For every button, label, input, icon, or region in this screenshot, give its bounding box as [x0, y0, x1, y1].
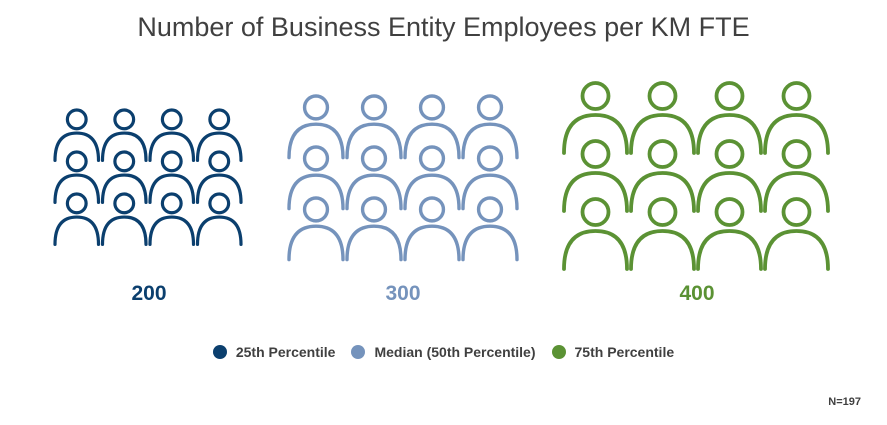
- person-icon: [195, 150, 243, 204]
- icon-group-0: [53, 108, 243, 246]
- chart-title: Number of Business Entity Employees per …: [137, 12, 750, 42]
- person-icon: [763, 197, 830, 271]
- person-icon: [287, 196, 345, 262]
- person-icon: [403, 196, 461, 262]
- person-icon: [696, 81, 763, 155]
- person-icon: [629, 81, 696, 155]
- legend-item-25th: 25th Percentile: [212, 344, 336, 360]
- person-icon: [148, 150, 196, 204]
- person-icon: [100, 108, 148, 162]
- legend-item-median: Median (50th Percentile): [351, 344, 536, 360]
- person-icon: [562, 139, 629, 213]
- person-icon: [562, 197, 629, 271]
- person-icon: [148, 192, 196, 246]
- value-label-25th: 200: [131, 282, 167, 305]
- legend-label-25th: 25th Percentile: [235, 344, 336, 360]
- person-icon: [562, 81, 629, 155]
- person-icon: [148, 108, 196, 162]
- person-icon: [345, 196, 403, 262]
- icon-group-2: [562, 81, 830, 271]
- person-icon: [403, 94, 461, 160]
- person-icon: [100, 150, 148, 204]
- person-icon: [696, 197, 763, 271]
- person-icon: [345, 94, 403, 160]
- person-icon: [100, 192, 148, 246]
- legend-dot-25th: [212, 345, 227, 359]
- value-label-median: 300: [385, 282, 421, 305]
- legend-label-75th: 75th Percentile: [574, 344, 675, 360]
- person-icon: [629, 197, 696, 271]
- person-icon: [287, 145, 345, 211]
- legend-dot-median: [351, 345, 366, 359]
- person-icon: [763, 139, 830, 213]
- person-icon: [461, 94, 519, 160]
- legend-item-75th: 75th Percentile: [551, 344, 675, 360]
- person-icon: [461, 145, 519, 211]
- person-icon: [195, 108, 243, 162]
- person-icon: [629, 139, 696, 213]
- person-icon: [287, 94, 345, 160]
- person-icon: [345, 145, 403, 211]
- legend-dot-75th: [551, 345, 566, 359]
- person-icon: [53, 150, 101, 204]
- person-icon: [195, 192, 243, 246]
- value-label-75th: 400: [679, 282, 715, 305]
- person-icon: [403, 145, 461, 211]
- person-icon: [53, 192, 101, 246]
- legend: 25th Percentile Median (50th Percentile)…: [0, 344, 887, 360]
- person-icon: [696, 139, 763, 213]
- sample-size-note: N=197: [828, 396, 861, 408]
- legend-label-median: Median (50th Percentile): [374, 344, 536, 360]
- icon-group-1: [287, 94, 519, 262]
- person-icon: [461, 196, 519, 262]
- person-icon: [53, 108, 101, 162]
- person-icon: [763, 81, 830, 155]
